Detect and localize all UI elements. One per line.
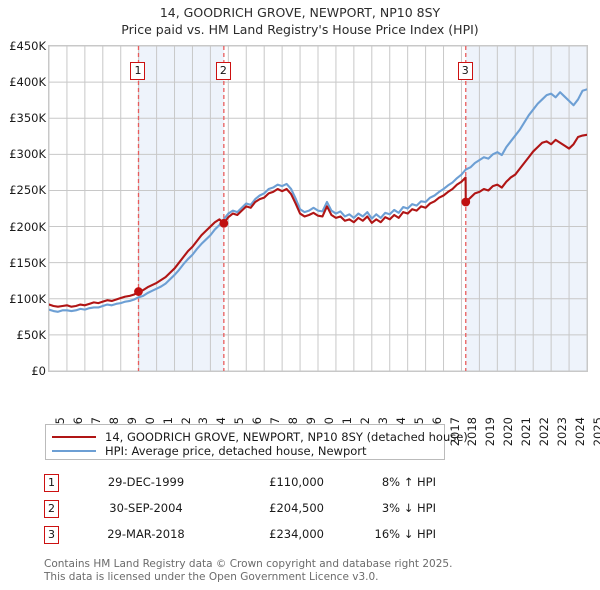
txn-marker-3: 3: [44, 526, 59, 544]
x-tick-label: 2025: [591, 417, 600, 447]
legend-item-property: 14, GOODRICH GROVE, NEWPORT, NP10 8SY (d…: [52, 430, 468, 444]
x-tick-label: 2023: [555, 417, 570, 447]
legend-item-hpi: HPI: Average price, detached house, Newp…: [52, 443, 438, 458]
x-axis: 1995199619971998199920002001200220032004…: [48, 375, 600, 446]
y-tick-label: £450K: [9, 39, 46, 53]
page-subtitle: Price paid vs. HM Land Registry's House …: [121, 22, 479, 37]
chart-marker-flag-2[interactable]: 2: [215, 62, 231, 80]
data-point-3[interactable]: [461, 197, 471, 207]
table-row: 3 29-MAR-2018 £234,000 16% ↓ HPI: [44, 524, 444, 550]
x-tick-label: 2021: [519, 417, 534, 447]
data-point-1[interactable]: [134, 287, 143, 296]
txn-date: 29-MAR-2018: [107, 527, 185, 541]
transactions-table: 1 29-DEC-1999 £110,000 8% ↑ HPI 2 30-SEP…: [44, 472, 444, 550]
shaded-band-0: [138, 46, 224, 371]
legend-swatch-property: [52, 435, 96, 438]
chart-marker-flag-3[interactable]: 3: [457, 62, 473, 80]
x-tick-label: 2024: [573, 417, 588, 447]
chart-title-block: 14, GOODRICH GROVE, NEWPORT, NP10 8SY Pr…: [0, 4, 600, 38]
x-tick-label: 2020: [501, 417, 516, 447]
data-point-2[interactable]: [219, 218, 229, 228]
y-tick-label: £400K: [9, 75, 46, 90]
txn-price: £110,000: [269, 475, 324, 489]
y-tick-label: £50K: [16, 327, 47, 342]
x-tick-label: 2019: [483, 417, 498, 447]
y-tick-label: £150K: [9, 255, 46, 270]
table-row: 2 30-SEP-2004 £204,500 3% ↓ HPI: [44, 498, 444, 524]
y-tick-label: £350K: [9, 111, 46, 126]
y-axis: £0 £50K £100K £150K £200K £250K £300K £350K £400…: [0, 39, 47, 378]
plot-area: [48, 45, 588, 372]
txn-marker-2: 2: [44, 500, 59, 518]
txn-date: 29-DEC-1999: [107, 475, 185, 489]
legend-label-hpi: HPI: Average price, detached house, Newp…: [105, 443, 367, 458]
chart-marker-flag-1[interactable]: 1: [130, 62, 146, 80]
x-tick-label: 2022: [537, 417, 552, 447]
txn-hpi-delta: 16% ↓ HPI: [374, 527, 436, 541]
legend-label-property: 14, GOODRICH GROVE, NEWPORT, NP10 8SY (d…: [105, 429, 468, 444]
txn-marker-1: 1: [44, 474, 59, 492]
chart-legend: 14, GOODRICH GROVE, NEWPORT, NP10 8SY (d…: [45, 424, 468, 460]
txn-price: £204,500: [269, 501, 324, 515]
txn-date: 30-SEP-2004: [109, 501, 183, 515]
footer-line-2: This data is licensed under the Open Gov…: [44, 570, 379, 583]
y-tick-label: £0: [31, 364, 46, 378]
txn-hpi-delta: 8% ↑ HPI: [381, 475, 436, 489]
y-tick-label: £100K: [9, 291, 46, 306]
series-line-hpi: [49, 88, 587, 313]
price-history-chart: [49, 46, 587, 371]
page-title: 14, GOODRICH GROVE, NEWPORT, NP10 8SY: [159, 5, 441, 20]
legend-swatch-hpi: [52, 449, 96, 452]
shaded-band-1: [465, 46, 587, 371]
y-tick-label: £250K: [9, 183, 46, 198]
footer-attribution: Contains HM Land Registry data © Crown c…: [44, 558, 564, 583]
table-row: 1 29-DEC-1999 £110,000 8% ↑ HPI: [44, 472, 444, 498]
y-tick-label: £300K: [9, 147, 46, 162]
txn-hpi-delta: 3% ↓ HPI: [381, 501, 436, 515]
txn-price: £234,000: [269, 527, 324, 541]
y-tick-label: £200K: [9, 219, 46, 234]
footer-line-1: Contains HM Land Registry data © Crown c…: [44, 558, 453, 570]
